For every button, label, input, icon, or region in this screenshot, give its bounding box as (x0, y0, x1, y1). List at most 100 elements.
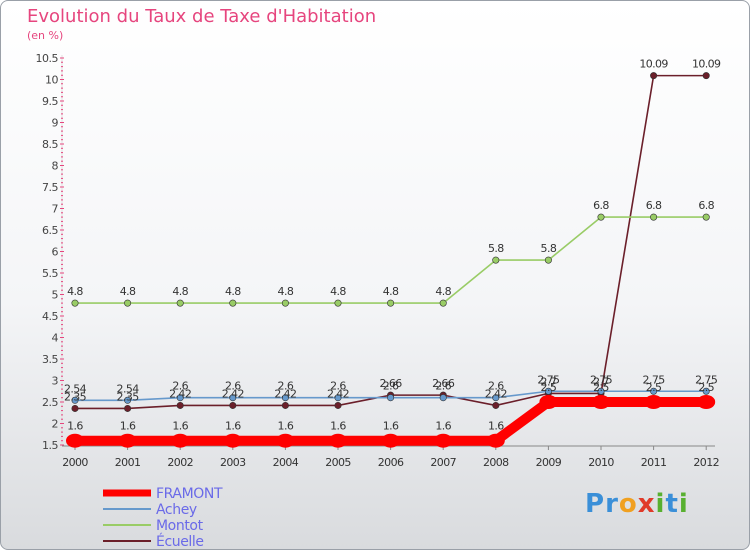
logo-letter: o (618, 489, 638, 519)
data-point (492, 256, 500, 264)
data-label: 5.8 (488, 242, 504, 255)
data-point (229, 401, 237, 409)
data-point (439, 394, 447, 402)
y-tick-label: 7.5 (42, 181, 58, 194)
logo-letter: i (655, 489, 666, 519)
data-label: 10.09 (692, 58, 721, 71)
data-label: 2.54 (117, 382, 140, 395)
data-point (381, 433, 400, 448)
legend-label: Montot (156, 518, 204, 534)
chart-title: Evolution du Taux de Taxe d'Habitation (27, 6, 377, 27)
data-point (71, 299, 79, 307)
data-point (229, 299, 237, 307)
data-point (118, 433, 137, 448)
data-label: 2.7 (541, 375, 557, 388)
data-point (329, 433, 347, 448)
y-tick-label: 5.5 (42, 267, 58, 280)
data-label: 2.42 (169, 387, 191, 400)
y-tick-label: 2 (52, 418, 59, 431)
y-tick-label: 2.5 (42, 396, 58, 409)
y-tick-label: 1.5 (42, 439, 58, 452)
x-tick-label: 2008 (483, 456, 509, 469)
data-label: 2.6 (330, 380, 346, 393)
x-tick-label: 2012 (693, 456, 719, 469)
y-tick-label: 10 (45, 74, 58, 87)
data-label: 2.6 (435, 380, 451, 393)
data-label: 2.35 (64, 390, 87, 403)
data-point (66, 433, 84, 448)
logo-letter: i (678, 489, 689, 519)
y-tick-label: 4.5 (42, 310, 58, 323)
data-label: 1.6 (488, 420, 504, 433)
logo-letter: t (665, 489, 679, 519)
data-label: 2.54 (64, 382, 87, 395)
data-label: 4.8 (225, 285, 241, 298)
data-point (539, 395, 558, 409)
data-point (171, 433, 190, 448)
data-point (544, 387, 552, 395)
x-tick-label: 2003 (220, 456, 246, 469)
data-point (644, 395, 663, 409)
data-label: 1.6 (278, 420, 294, 433)
data-point (697, 395, 716, 409)
data-label: 2.75 (643, 373, 666, 386)
y-tick-label: 6 (52, 246, 59, 259)
data-point (334, 394, 342, 402)
data-point (124, 299, 132, 307)
x-tick-label: 2001 (115, 456, 141, 469)
data-label: 6.8 (593, 199, 609, 212)
data-label: 4.8 (120, 285, 136, 298)
data-point (223, 433, 242, 448)
y-tick-label: 10.5 (36, 52, 59, 65)
y-tick-label: 8.5 (42, 138, 58, 151)
data-point (597, 387, 605, 395)
y-tick-label: 9 (52, 117, 59, 130)
data-point (650, 72, 658, 80)
data-point (176, 394, 184, 402)
y-tick-label: 6.5 (42, 224, 58, 237)
y-tick-label: 3 (52, 375, 59, 388)
data-label: 6.8 (646, 199, 662, 212)
data-label: 4.8 (435, 285, 451, 298)
data-point (650, 213, 658, 221)
data-point (544, 256, 552, 264)
chart-subtitle: (en %) (27, 29, 64, 42)
data-label: 2.42 (274, 387, 296, 400)
data-point (71, 396, 79, 404)
data-label: 2.42 (327, 387, 349, 400)
data-label: 2.66 (380, 377, 403, 390)
series-line-écuelle (74, 74, 708, 410)
data-label: 1.6 (383, 420, 399, 433)
x-tick-label: 2006 (378, 456, 404, 469)
data-label: 1.6 (435, 420, 451, 433)
data-point (650, 387, 658, 395)
data-point (281, 401, 289, 409)
data-point (439, 299, 447, 307)
logo-letter: x (637, 489, 656, 519)
x-tick-label: 2011 (641, 456, 667, 469)
data-label: 2.75 (695, 373, 718, 386)
data-point (124, 396, 132, 404)
data-point (597, 213, 605, 221)
y-tick-label: 9.5 (42, 95, 58, 108)
data-label: 4.8 (172, 285, 188, 298)
data-point (492, 394, 500, 402)
data-label: 6.8 (698, 199, 714, 212)
data-point (276, 433, 295, 448)
data-point (176, 299, 184, 307)
proxiti-logo: Proxiti (585, 489, 689, 519)
y-tick-label: 3.5 (42, 353, 58, 366)
data-label: 2.42 (222, 387, 244, 400)
data-label: 1.6 (225, 420, 241, 433)
data-label: 2.35 (117, 390, 140, 403)
data-point (486, 433, 505, 448)
data-point (334, 401, 342, 409)
logo-letter: P (585, 489, 606, 519)
logo-letter: r (605, 489, 619, 519)
data-label: 2.5 (698, 381, 714, 394)
data-label: 2.7 (593, 375, 609, 388)
x-tick-label: 2004 (273, 456, 299, 469)
legend-label: Achey (156, 502, 197, 518)
y-tick-label: 7 (52, 203, 59, 216)
